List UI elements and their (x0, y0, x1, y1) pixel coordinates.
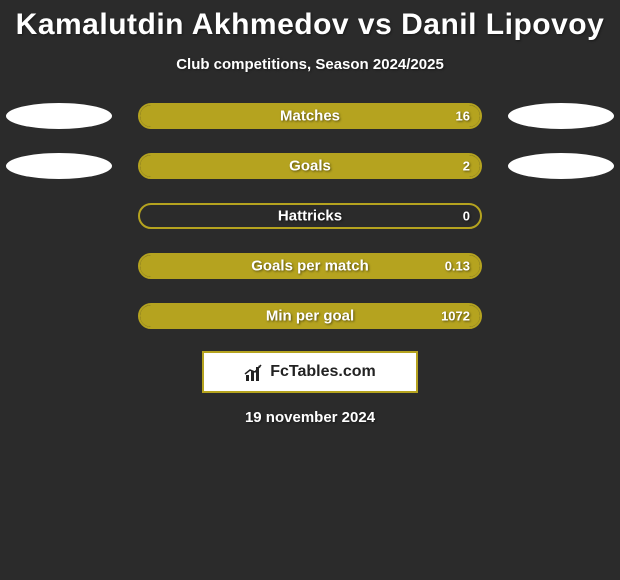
stat-label: Goals per match (251, 258, 369, 275)
stat-label: Matches (280, 108, 340, 125)
stat-value: 0.13 (445, 259, 470, 274)
stat-row: Min per goal 1072 (0, 301, 620, 331)
brand-badge: FcTables.com (202, 351, 418, 393)
stat-value: 16 (456, 109, 470, 124)
stat-value: 0 (463, 209, 470, 224)
left-ellipse (6, 153, 112, 179)
stat-row: Hattricks 0 (0, 201, 620, 231)
subtitle: Club competitions, Season 2024/2025 (0, 56, 620, 73)
stat-bar: Matches 16 (138, 103, 482, 129)
right-ellipse (508, 153, 614, 179)
stat-bar: Goals per match 0.13 (138, 253, 482, 279)
brand-text: FcTables.com (270, 363, 376, 381)
stat-bar: Min per goal 1072 (138, 303, 482, 329)
left-ellipse (6, 103, 112, 129)
stat-label: Hattricks (278, 208, 342, 225)
right-ellipse (508, 103, 614, 129)
stat-row: Matches 16 (0, 101, 620, 131)
stat-row: Goals 2 (0, 151, 620, 181)
stats-section: Matches 16 Goals 2 Hattricks 0 Goals per match… (0, 101, 620, 331)
stat-bar: Goals 2 (138, 153, 482, 179)
stat-value: 1072 (441, 309, 470, 324)
page-title: Kamalutdin Akhmedov vs Danil Lipovoy (0, 8, 620, 42)
stat-value: 2 (463, 159, 470, 174)
stat-bar: Hattricks 0 (138, 203, 482, 229)
stat-label: Goals (289, 158, 331, 175)
stat-row: Goals per match 0.13 (0, 251, 620, 281)
chart-icon (244, 363, 266, 381)
stat-label: Min per goal (266, 308, 354, 325)
date-text: 19 november 2024 (0, 409, 620, 426)
